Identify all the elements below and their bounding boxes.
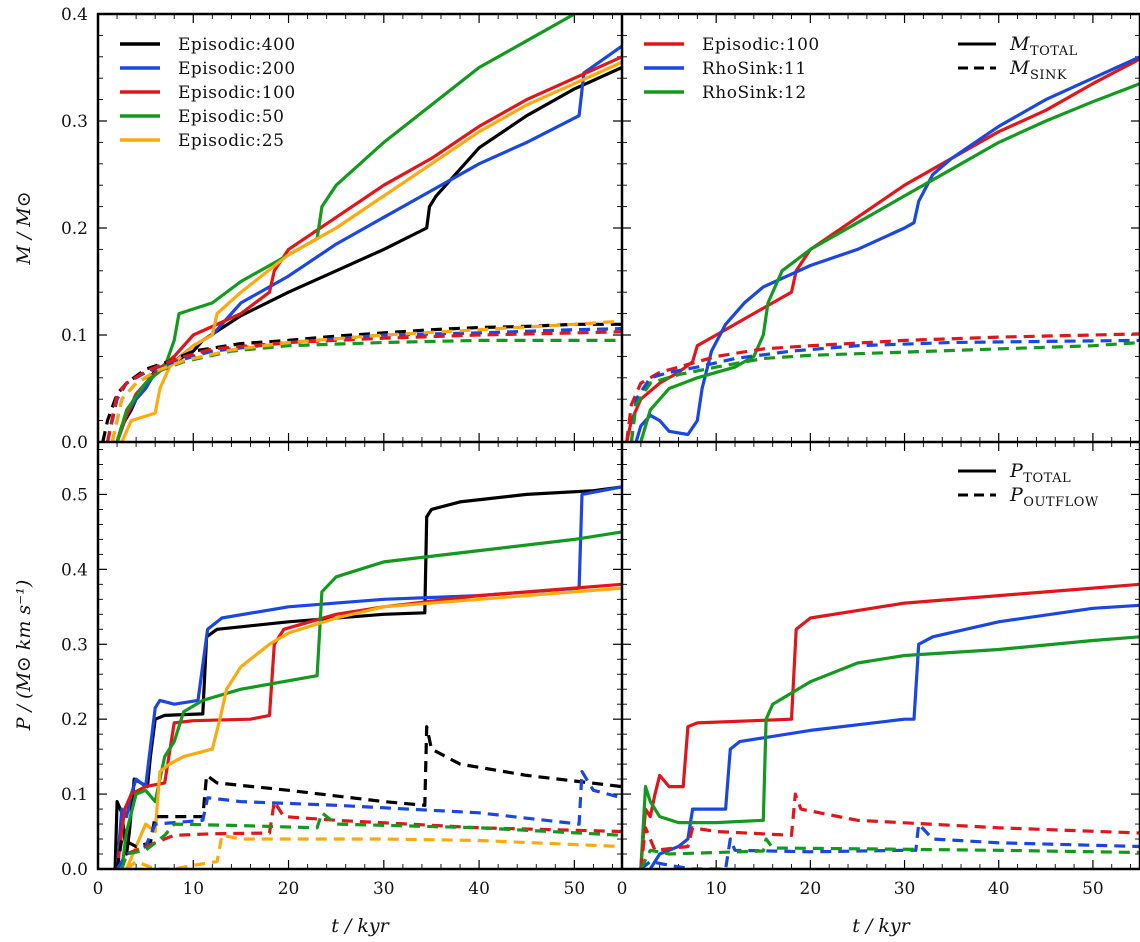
- ytick-label: 0.3: [61, 635, 88, 655]
- legend-label: Episodic:50: [178, 107, 284, 127]
- series-line-episodic-50-total: [120, 530, 622, 869]
- style-legend-label: MTOTAL: [1009, 33, 1078, 59]
- panel-bottom-right-ticks: 0 10 20 30 40 50: [617, 442, 1140, 899]
- xtick-label: 20: [800, 879, 822, 899]
- series-line-episodic-100-sink: [105, 330, 622, 442]
- series-line-episodic-100: [625, 57, 1140, 442]
- series-line-episodic-200-outflow: [115, 770, 622, 869]
- panel-bottom-left: 0 10 20 30 40 50 0.0 0.1 0.2 0.3 0.4 0.5: [61, 442, 622, 899]
- series-line-episodic-25-total: [125, 586, 622, 869]
- xtick-label: 0: [617, 879, 628, 899]
- series-line-rhosink-12: [639, 82, 1140, 442]
- ytick-label: 0.4: [61, 5, 88, 25]
- series-line-episodic-100-total: [639, 582, 1140, 869]
- ytick-label: 0.5: [61, 485, 88, 505]
- style-legend-label: MSINK: [1009, 57, 1067, 83]
- series-line-episodic-400-outflow: [115, 725, 622, 869]
- legend-label: Episodic:100: [178, 83, 296, 103]
- panel-bottom-left-lines: [113, 485, 622, 869]
- series-line-rhosink-12-total: [639, 635, 1140, 869]
- panel-top-left-lines: [101, 14, 622, 442]
- series-line-rhosink-11-total: [648, 603, 1140, 869]
- series-line-episodic-25-outflow: [125, 833, 622, 869]
- series-line-episodic-100-total: [115, 582, 622, 869]
- series-line-episodic-100-sink: [625, 332, 1140, 442]
- legend-label: Episodic:25: [178, 131, 284, 151]
- legend-label: Episodic:100: [702, 35, 820, 55]
- xtick-label: 30: [373, 879, 395, 899]
- ytick-label: 0.3: [61, 112, 88, 132]
- series-line-rhosink-11: [634, 55, 1140, 442]
- xtick-label: 10: [705, 879, 727, 899]
- xtick-label: 10: [182, 879, 204, 899]
- xtick-label: 50: [564, 879, 586, 899]
- legend-label: RhoSink:11: [702, 59, 807, 79]
- panel-bottom-right-lines: [639, 582, 1140, 869]
- style-legend-label: POUTFLOW: [1009, 484, 1099, 510]
- xtick-label: 40: [988, 879, 1010, 899]
- series-line-episodic-100-outflow: [120, 800, 622, 869]
- ytick-label: 0.1: [61, 785, 88, 805]
- series-line-episodic-25: [120, 60, 622, 442]
- ytick-label: 0.0: [61, 433, 88, 453]
- legend-label: Episodic:200: [178, 59, 296, 79]
- panel-top-right: Episodic:100 RhoSink:11 RhoSink:12 MTOTALMS…: [621, 13, 1140, 443]
- ytick-label: 0.4: [61, 560, 88, 580]
- xtick-label: 30: [894, 879, 916, 899]
- legend-label: Episodic:400: [178, 35, 296, 55]
- series-line-rhosink-11-outflow: [639, 822, 1140, 869]
- legend-label: RhoSink:12: [702, 83, 807, 103]
- ylabel-bottom: P / (M⊙ km s⁻¹): [13, 580, 35, 731]
- series-line-rhosink-11-sink: [629, 338, 1140, 442]
- ytick-label: 0.2: [61, 710, 88, 730]
- series-line-episodic-50-outflow: [120, 811, 622, 869]
- series-line-episodic-400-total: [113, 485, 622, 869]
- panel-top-left: 0.0 0.1 0.2 0.3 0.4 Episodic:400 Episodic:200…: [61, 5, 622, 453]
- ytick-label: 0.0: [61, 860, 88, 880]
- xtick-label: 20: [278, 879, 300, 899]
- xlabel-right: t / kyr: [852, 915, 911, 937]
- panel-top-left-legend: Episodic:400 Episodic:200 Episodic:100 Epis…: [120, 35, 296, 151]
- series-line-episodic-200: [115, 44, 622, 442]
- style-legend-label: PTOTAL: [1009, 460, 1071, 486]
- series-line-episodic-100-outflow: [639, 792, 1140, 869]
- series-line-rhosink-12-sink: [629, 340, 1140, 442]
- xtick-label: 50: [1082, 879, 1104, 899]
- series-line-episodic-25-sink: [110, 319, 622, 442]
- xlabel-left: t / kyr: [331, 915, 390, 937]
- xtick-label: 40: [468, 879, 490, 899]
- ylabel-top: M / M⊙: [13, 191, 35, 265]
- panel-top-right-legend: Episodic:100 RhoSink:11 RhoSink:12 MTOTALMS…: [644, 33, 1078, 103]
- series-line-rhosink-12-outflow: [639, 837, 1140, 869]
- panel-top-right-lines: [625, 55, 1140, 442]
- ytick-label: 0.1: [61, 326, 88, 346]
- xtick-label: 0: [93, 879, 104, 899]
- ytick-label: 0.2: [61, 219, 88, 239]
